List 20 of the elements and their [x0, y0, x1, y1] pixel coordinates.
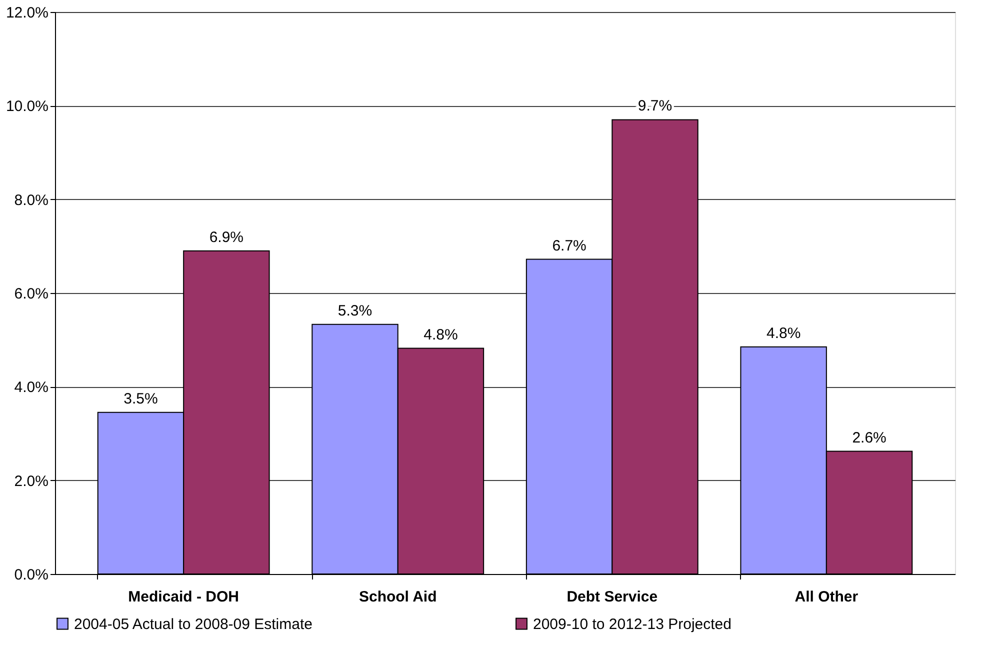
data-label: 5.3% [338, 302, 372, 320]
legend-label: 2004-05 Actual to 2008-09 Estimate [74, 616, 312, 633]
data-label: 2.6% [852, 429, 886, 446]
legend-label: 2009-10 to 2012-13 Projected [533, 616, 732, 633]
data-label: 6.7% [552, 237, 586, 254]
x-tick-label: Medicaid - DOH [128, 588, 239, 606]
data-label: 4.8% [424, 326, 458, 344]
y-tick-label: 2.0% [14, 472, 48, 490]
x-tick-label: All Other [794, 588, 858, 606]
y-tick-label: 8.0% [14, 192, 48, 209]
data-label: 4.8% [766, 324, 801, 342]
x-tick-label: School Aid [358, 588, 437, 606]
x-tick-label: Debt Service [566, 588, 658, 606]
data-label: 6.9% [209, 228, 244, 246]
y-tick-label: 6.0% [14, 286, 48, 302]
y-tick-label: 12.0% [6, 4, 48, 22]
y-tick-label: 4.0% [14, 379, 48, 396]
data-label: 3.5% [124, 390, 158, 408]
y-tick-label: 10.0% [6, 98, 48, 116]
y-tick-label: 0.0% [14, 566, 48, 584]
